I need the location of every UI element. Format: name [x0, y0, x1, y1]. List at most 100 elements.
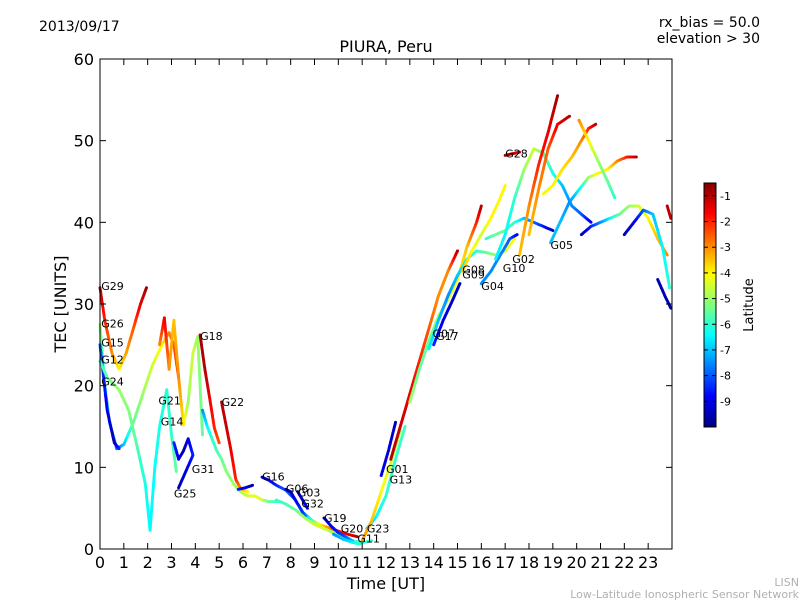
colorbar-tick-label: -2: [720, 216, 731, 229]
satellite-label: G24: [101, 376, 124, 389]
colorbar: [703, 182, 717, 428]
colorbar-tick-label: -8: [720, 370, 731, 383]
x-tick-label: 12: [376, 553, 396, 572]
satellite-label: G10: [503, 262, 526, 275]
satellite-label: G06: [286, 483, 309, 496]
satellite-label: G28: [505, 148, 528, 161]
y-tick-label: 30: [74, 295, 94, 314]
tec-point: [201, 433, 204, 437]
satellite-label: G17: [436, 330, 459, 343]
chart-title: PIURA, Peru: [339, 37, 432, 56]
satellite-label: G29: [101, 280, 124, 293]
satellite-label: G11: [357, 532, 380, 545]
y-tick-label: 50: [74, 132, 94, 151]
satellite-label: G02: [512, 253, 535, 266]
tec-point: [503, 184, 507, 188]
satellite-label: G08: [462, 264, 485, 277]
colorbar-tick-label: -4: [720, 267, 731, 280]
tec-point: [613, 196, 617, 200]
satellite-label: G25: [174, 488, 197, 501]
satellite-label: G04: [481, 280, 504, 293]
x-tick-label: 15: [447, 553, 467, 572]
tec-point: [479, 204, 483, 208]
colorbar-label: Latitude: [742, 278, 757, 332]
x-tick-label: 10: [328, 553, 348, 572]
satellite-label: G19: [324, 512, 347, 525]
satellite-label: G03: [298, 487, 321, 500]
x-tick-label: 17: [495, 553, 515, 572]
y-axis-label: TEC [UNITS]: [51, 256, 70, 354]
x-tick-label: 2: [143, 553, 153, 572]
tec-point: [177, 486, 181, 490]
tec-point: [217, 441, 221, 445]
rx-bias-label: rx_bias = 50.0: [659, 15, 760, 31]
y-tick-label: 10: [74, 458, 94, 477]
date-label: 2013/09/17: [39, 19, 120, 35]
y-tick-label: 20: [74, 377, 94, 396]
y-tick-label: 40: [74, 213, 94, 232]
x-tick-label: 11: [352, 553, 372, 572]
satellite-labels: G29G26G15G12G24G21G14G18G22G31G25G16G06G…: [101, 148, 573, 546]
footer-network: Low-Latitude Ionospheric Sensor Network: [570, 588, 799, 600]
satellite-label: G32: [301, 497, 324, 510]
tec-point: [589, 220, 593, 224]
satellite-label: G22: [222, 396, 245, 409]
satellite-label: G14: [161, 416, 184, 429]
satellite-label: G21: [158, 394, 181, 407]
footer-lisn: LISN: [774, 576, 799, 589]
satellite-label: G20: [341, 523, 364, 536]
elevation-label: elevation > 30: [657, 31, 760, 47]
colorbar-tick-label: -9: [720, 395, 731, 408]
x-tick-label: 4: [190, 553, 200, 572]
tec-point: [403, 425, 407, 428]
tec-point: [246, 490, 250, 494]
tec-point: [174, 469, 178, 473]
x-axis-label: Time [UT]: [346, 574, 425, 593]
colorbar-tick-label: -6: [720, 318, 731, 331]
satellite-label: G15: [101, 336, 124, 349]
tec-point: [594, 122, 598, 126]
satellite-label: G05: [551, 239, 574, 252]
data-points: [98, 94, 673, 546]
satellite-label: G31: [192, 463, 215, 476]
x-tick-label: 21: [590, 553, 610, 572]
tec-point: [456, 249, 459, 253]
colorbar-tick-label: -3: [720, 241, 731, 254]
tec-point: [665, 253, 669, 257]
tec-point: [634, 155, 638, 159]
x-tick-label: 9: [309, 553, 319, 572]
satellite-label: G18: [200, 330, 223, 343]
tec-point: [551, 229, 555, 232]
x-tick-label: 1: [119, 553, 129, 572]
satellite-label: G12: [101, 354, 124, 367]
x-tick-label: 5: [214, 553, 224, 572]
x-tick-label: 16: [471, 553, 491, 572]
x-tick-label: 18: [519, 553, 539, 572]
tec-point: [305, 506, 309, 510]
x-tick-label: 13: [400, 553, 420, 572]
x-tick-label: 0: [95, 553, 105, 572]
colorbar-tick-label: -5: [720, 293, 731, 306]
x-tick-label: 23: [638, 553, 658, 572]
y-tick-label: 60: [74, 50, 94, 69]
tec-point: [518, 150, 521, 154]
axis-ticks: 0 1 2 3 4 5 6 7 8 9 10 11 12 13 14 15 16 17 18 19 20 21 22 2301…: [74, 50, 672, 572]
tec-point: [355, 535, 359, 539]
tec-point: [251, 483, 254, 487]
tec-point: [515, 233, 519, 237]
satellite-label: G16: [262, 470, 285, 483]
tec-point: [358, 542, 362, 546]
x-tick-label: 8: [286, 553, 296, 572]
x-tick-label: 14: [423, 553, 443, 572]
x-tick-label: 19: [543, 553, 563, 572]
tec-point: [117, 447, 121, 451]
y-tick-label: 0: [84, 540, 94, 559]
x-tick-label: 22: [614, 553, 634, 572]
tec-point: [668, 286, 672, 290]
colorbar-tick-label: -1: [720, 190, 731, 203]
x-tick-label: 7: [262, 553, 272, 572]
tec-point: [458, 282, 462, 286]
satellite-label: G26: [101, 318, 124, 331]
satellite-label: G23: [367, 523, 390, 536]
satellite-label: G13: [390, 474, 413, 487]
